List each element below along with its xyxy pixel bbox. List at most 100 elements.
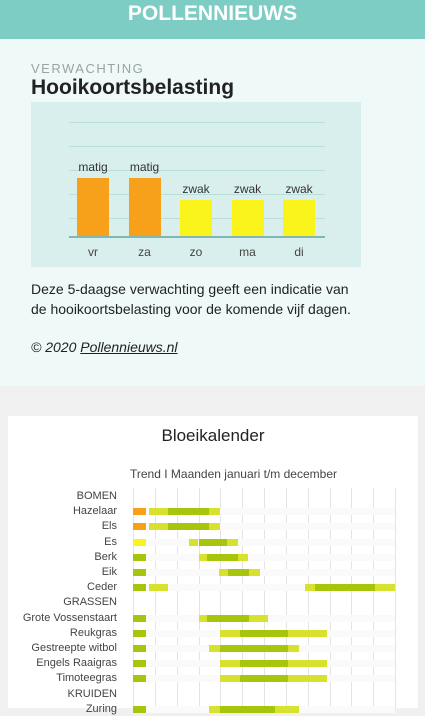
forecast-chart: matig vr matig za zwak zo zwak ma zwak di: [31, 102, 361, 267]
bloom-track: [133, 508, 395, 516]
month-gridline: [154, 488, 156, 708]
chart-gridline: [69, 170, 325, 171]
month-gridline: [133, 488, 134, 708]
chart-baseline: [69, 236, 325, 238]
bloom-segment: [288, 645, 299, 652]
bloom-segment: [220, 645, 288, 652]
bloom-segment: [220, 705, 275, 713]
bloom-track: [133, 523, 395, 531]
header-title: POLLENNIEUWS: [127, 2, 298, 25]
bloom-segment: [133, 660, 147, 668]
plant-label: Gestreepte witbol: [31, 642, 117, 654]
plant-label: Berk: [94, 550, 117, 563]
bloom-segment: [207, 614, 249, 622]
plant-label: Es: [104, 535, 117, 548]
bloom-track: [133, 705, 395, 713]
category-label: KRUIDEN: [67, 687, 117, 700]
bloom-segment: [133, 705, 147, 713]
bar-level-label: zwak: [182, 182, 210, 196]
category-label: BOMEN: [76, 490, 117, 502]
bar-za: [128, 178, 161, 236]
bar-vr: [77, 178, 109, 236]
bloom-segment: [219, 569, 228, 576]
bar-level-label: zwak: [285, 182, 313, 196]
bar-zo: [180, 200, 212, 236]
bloom-segment: [133, 569, 147, 576]
bloom-segment: [220, 660, 240, 668]
chart-gridline: [69, 122, 325, 123]
bloom-segment: [167, 523, 210, 531]
forecast-description: Deze 5-daagse verwachting geeft een indi…: [31, 281, 351, 317]
bloom-segment: [315, 584, 376, 592]
bloom-track: [133, 538, 395, 546]
bloom-segment: [149, 508, 168, 516]
bloom-track: [133, 553, 395, 561]
month-gridline: [285, 488, 287, 708]
month-gridline: [373, 488, 375, 708]
bar-di: [283, 200, 315, 236]
bloom-segment: [133, 675, 147, 683]
plant-label: Zuring: [85, 702, 117, 715]
plant-label: Grote Vossenstaart: [22, 611, 117, 624]
plant-label: Reukgras: [69, 626, 117, 639]
plant-label: Engels Raaigras: [36, 657, 117, 670]
month-gridline: [307, 488, 309, 708]
bloom-segment: [167, 508, 210, 516]
bloom-segment: [133, 508, 147, 516]
bloom-segment: [133, 553, 147, 561]
day-label: di: [294, 245, 304, 259]
plant-label: Hazelaar: [72, 505, 117, 518]
month-gridline: [329, 488, 331, 708]
bloom-segment: [188, 538, 199, 546]
bloom-track: [133, 645, 395, 652]
bloom-segment: [375, 584, 395, 592]
bar-level-label: zwak: [233, 182, 262, 196]
bloom-segment: [305, 584, 316, 592]
bloom-segment: [209, 508, 221, 516]
copyright-notice: © 2020 Pollennieuws.nl: [31, 339, 178, 355]
category-label: GRASSEN: [63, 596, 117, 609]
bar-level-label: matig: [78, 160, 108, 174]
bloom-segment: [133, 584, 147, 592]
day-label: vr: [88, 245, 98, 259]
bloom-segment: [227, 569, 249, 576]
forecast-kicker: VERWACHTING: [31, 61, 145, 76]
bloom-segment: [288, 660, 328, 668]
bloom-segment: [149, 584, 168, 592]
bloom-segment: [198, 614, 208, 622]
pollennieuws-link[interactable]: Pollennieuws.nl: [80, 339, 178, 355]
bloom-track: [133, 614, 395, 622]
plant-label: Timoteegras: [56, 672, 117, 685]
day-label: zo: [189, 245, 203, 259]
plant-label: Eik: [101, 566, 117, 578]
forecast-title: Hooikoortsbelasting: [31, 76, 235, 99]
bloom-segment: [207, 553, 238, 561]
bloom-segment: [239, 675, 288, 683]
bloom-segment: [288, 629, 328, 637]
month-gridline: [176, 488, 178, 708]
bloom-segment: [198, 553, 208, 561]
bloom-segment: [133, 538, 147, 546]
copyright-prefix: © 2020: [31, 339, 81, 355]
calendar-title: Bloeikalender: [161, 426, 265, 445]
bar-level-label: matig: [129, 160, 160, 174]
bloom-segment: [288, 675, 328, 683]
bloom-segment: [133, 614, 147, 622]
month-gridline: [220, 488, 222, 708]
month-gridline: [242, 488, 244, 708]
bloom-track: [133, 675, 395, 683]
bloom-track: [133, 660, 395, 668]
month-gridline: [264, 488, 265, 708]
month-gridline: [395, 488, 396, 708]
bar-ma: [231, 200, 264, 236]
bloom-segment: [239, 629, 288, 637]
bloom-segment: [226, 538, 238, 546]
day-label: za: [138, 245, 151, 259]
bloeikalender-panel: Bloeikalender Trend I Maanden januari t/…: [8, 416, 418, 715]
bloom-track: [133, 584, 395, 592]
plant-label: Els: [101, 520, 117, 533]
bloom-segment: [133, 629, 147, 637]
calendar-subtitle: Trend I Maanden januari t/m december: [130, 467, 337, 481]
bloom-segment: [198, 538, 227, 546]
bloom-segment: [133, 523, 147, 531]
